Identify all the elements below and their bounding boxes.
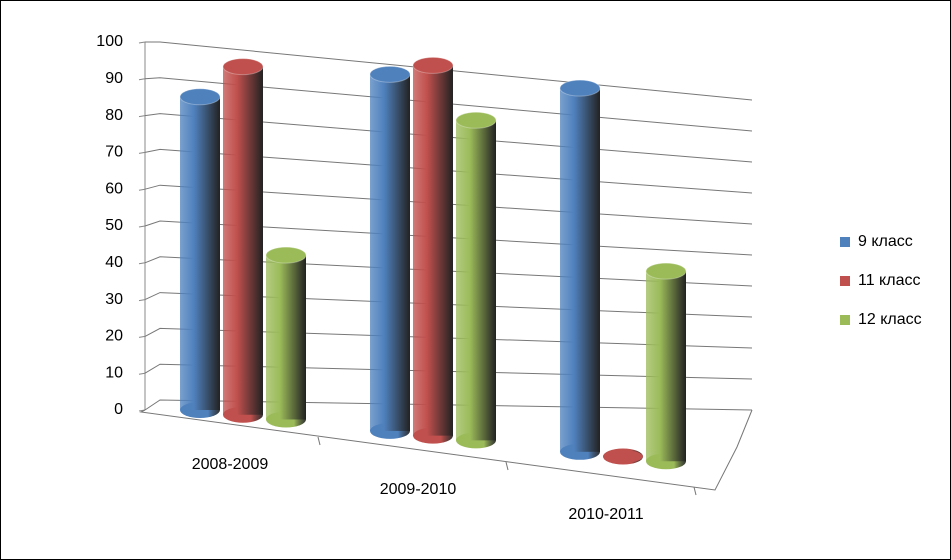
bar-top [645, 262, 687, 280]
legend-swatch [840, 315, 850, 325]
y-tick-label: 60 [105, 180, 123, 197]
y-tick [138, 372, 146, 375]
y-tick [138, 335, 146, 338]
bar [560, 88, 600, 452]
y-tick-label: 100 [96, 33, 123, 50]
y-tick [138, 41, 146, 44]
bar [180, 96, 220, 411]
x-tick [317, 436, 321, 446]
grid-line [144, 292, 753, 318]
bar-top [222, 58, 264, 76]
x-tick [693, 486, 697, 496]
y-tick [138, 115, 146, 118]
floor-edge [139, 409, 753, 491]
grid-line [144, 220, 753, 256]
bar-top [179, 88, 221, 106]
grid-line [144, 148, 753, 194]
x-tick-label: 2010-2011 [568, 506, 643, 523]
y-tick-label: 50 [105, 217, 123, 234]
y-tick [138, 262, 146, 265]
y-tick-label: 20 [105, 328, 123, 345]
grid-line [144, 363, 753, 380]
bar [456, 120, 496, 441]
bar [370, 74, 410, 431]
y-tick-label: 70 [105, 144, 123, 161]
bar-top [265, 246, 307, 264]
legend-label: 12 класс [858, 311, 922, 328]
x-tick-label: 2009-2010 [380, 481, 457, 498]
bar [646, 271, 686, 462]
x-tick-label: 2008-2009 [192, 456, 269, 473]
grid-line [144, 399, 753, 411]
legend-swatch [840, 237, 850, 247]
grid-line [144, 256, 753, 287]
y-tick-label: 80 [105, 107, 123, 124]
bar-top [559, 79, 601, 97]
legend-label: 11 класс [858, 272, 920, 289]
legend-label: 9 класс [858, 233, 913, 250]
bar [223, 66, 263, 415]
bar-top [455, 111, 497, 129]
bar [603, 450, 643, 463]
grid-line [144, 184, 753, 225]
grid-line [144, 77, 753, 132]
bar [413, 65, 453, 436]
bar-top [369, 65, 411, 83]
y-tick-label: 10 [105, 364, 123, 381]
y-tick-label: 0 [114, 401, 123, 418]
y-tick [138, 225, 146, 228]
y-tick [138, 78, 146, 81]
grid-line [144, 113, 753, 163]
y-tick [138, 299, 146, 302]
y-tick-label: 90 [105, 70, 123, 87]
bar [266, 255, 306, 420]
y-tick-label: 30 [105, 291, 123, 308]
grid-line [145, 41, 753, 101]
legend-swatch [840, 276, 850, 286]
x-tick [505, 461, 509, 471]
bar-top [412, 56, 454, 74]
y-tick [138, 151, 146, 154]
y-tick-label: 40 [105, 254, 123, 271]
grid-line [144, 327, 753, 349]
y-tick [138, 188, 146, 191]
